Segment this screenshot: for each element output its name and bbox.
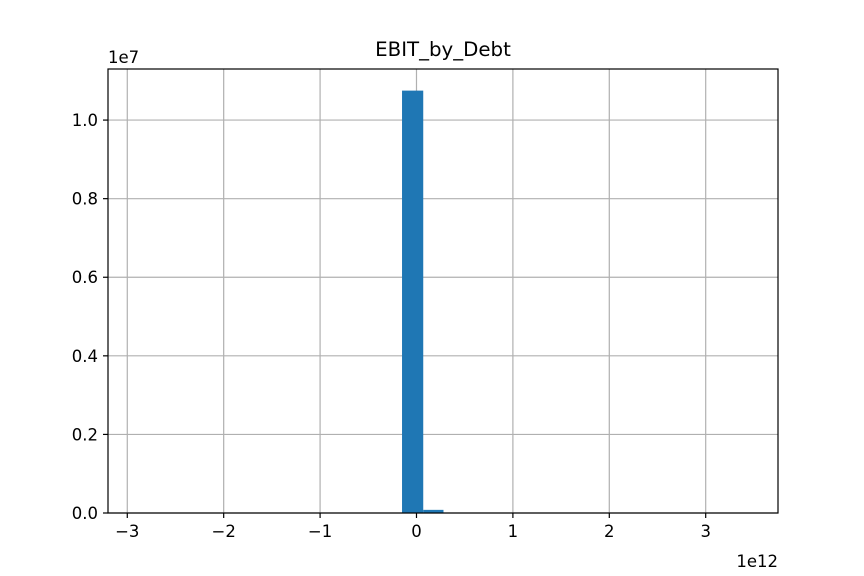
x-axis-offset-label: 1e12 xyxy=(736,552,778,571)
y-tick-label: 0.4 xyxy=(72,347,98,366)
x-tick-label: 1 xyxy=(508,522,519,541)
x-tick-label: 3 xyxy=(700,522,711,541)
y-axis-offset-label: 1e7 xyxy=(108,48,139,67)
x-tick-label: 2 xyxy=(604,522,615,541)
histogram-bar xyxy=(423,509,444,513)
grid-lines xyxy=(108,69,778,514)
x-tick-label: −3 xyxy=(115,522,139,541)
bars xyxy=(402,90,444,513)
ticks: −3 −2 −1 0 1 2 3 0.0 0.2 0.4 0.6 0.8 1.0 xyxy=(72,111,711,541)
y-tick-label: 0.2 xyxy=(72,425,98,444)
y-tick-label: 0.0 xyxy=(72,504,98,523)
y-tick-label: 1.0 xyxy=(72,111,98,130)
x-tick-label: −2 xyxy=(212,522,236,541)
histogram-bar xyxy=(402,90,424,513)
y-tick-label: 0.6 xyxy=(72,268,98,287)
chart-title: EBIT_by_Debt xyxy=(375,38,511,61)
x-tick-label: −1 xyxy=(308,522,332,541)
y-tick-label: 0.8 xyxy=(72,190,98,209)
x-tick-label: 0 xyxy=(411,522,422,541)
axes-frame xyxy=(107,68,779,514)
